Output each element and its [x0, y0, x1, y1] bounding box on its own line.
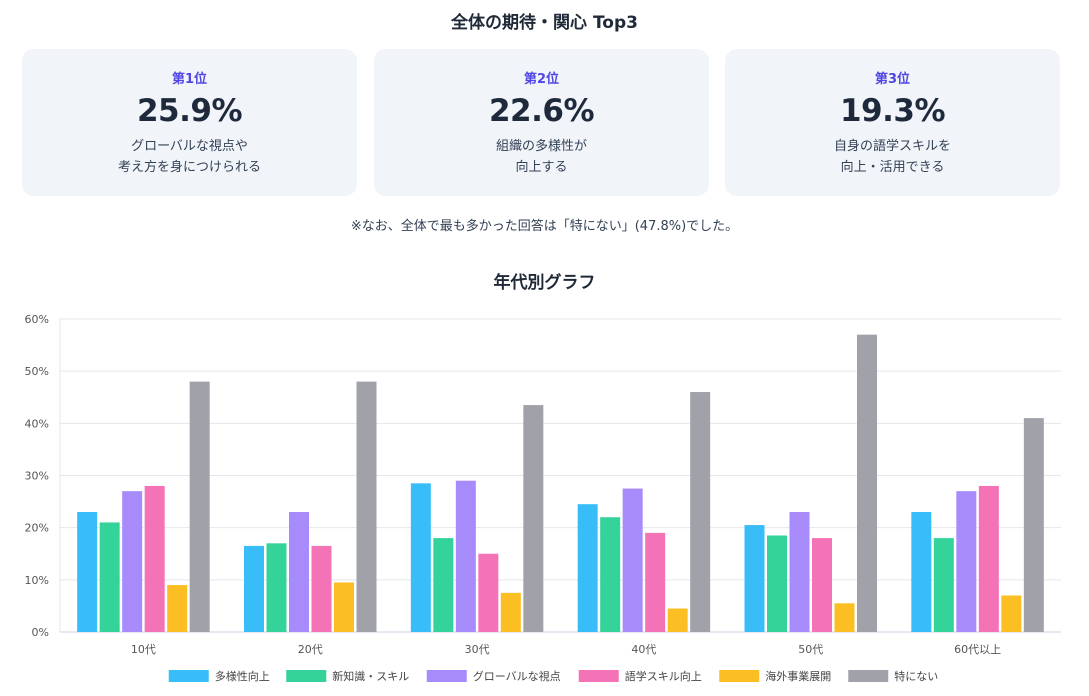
bar: [334, 582, 354, 632]
legend-label: グローバルな視点: [473, 669, 561, 683]
bar: [122, 491, 143, 632]
bar: [600, 517, 621, 632]
y-tick-label: 0%: [32, 626, 49, 639]
legend-label: 多様性向上: [215, 669, 270, 683]
bar: [857, 334, 877, 632]
card-description: 組織の多様性が 向上する: [495, 139, 587, 175]
y-tick-label: 30%: [25, 470, 49, 483]
bar: [244, 545, 264, 632]
bar: [645, 532, 666, 632]
bar: [455, 480, 476, 632]
y-tick-label: 50%: [25, 365, 49, 378]
bar: [834, 603, 855, 632]
bar: [478, 553, 499, 632]
bar: [978, 485, 999, 632]
x-tick-label: 60代以上: [954, 643, 1001, 656]
bar: [144, 485, 165, 632]
bar: [433, 538, 454, 632]
card-rank: 第2位: [523, 72, 560, 87]
legend-label: 特にない: [894, 669, 938, 683]
bar: [812, 538, 832, 632]
legend-label: 新知識・スキル: [332, 669, 409, 683]
summary-note: ※なお、全体で最も多かった回答は「特にない」(47.8%)でした。: [350, 219, 739, 234]
bar: [99, 522, 120, 632]
top3-card-1: 第1位 25.9% グローバルな視点や 考え方を身につけられる: [22, 49, 357, 196]
legend-swatch: [286, 670, 327, 682]
y-tick-label: 20%: [25, 522, 49, 535]
bar: [289, 512, 309, 632]
y-tick-label: 10%: [25, 574, 49, 587]
bar: [744, 525, 765, 632]
x-tick-label: 30代: [465, 643, 490, 656]
card-percent: 22.6%: [488, 93, 595, 129]
bar: [767, 535, 787, 632]
y-tick-label: 40%: [25, 417, 49, 430]
bar: [789, 512, 810, 632]
bar: [356, 381, 377, 632]
card-rank: 第3位: [874, 72, 911, 87]
card-percent: 25.9%: [136, 93, 243, 129]
bar: [1001, 595, 1022, 632]
bar: [667, 608, 688, 632]
bar: [311, 545, 332, 632]
chart-title: 年代別グラフ: [493, 273, 596, 293]
legend-swatch: [168, 670, 209, 682]
legend-swatch: [578, 670, 619, 682]
x-tick-label: 10代: [131, 643, 156, 656]
bar: [933, 538, 954, 632]
legend-label: 海外事業展開: [765, 669, 831, 683]
card-rank: 第1位: [171, 72, 208, 87]
legend-label: 語学スキル向上: [625, 669, 702, 683]
bar: [266, 543, 287, 632]
bar: [690, 392, 711, 632]
bar: [167, 585, 188, 632]
legend-swatch: [719, 670, 760, 682]
bar: [410, 483, 431, 632]
card-percent: 19.3%: [839, 93, 946, 129]
bar: [189, 381, 210, 632]
legend-swatch: [426, 670, 467, 682]
bar: [523, 405, 544, 632]
page-title: 全体の期待・関心 Top3: [451, 13, 638, 33]
bar: [911, 512, 932, 632]
top3-card-2: 第2位 22.6% 組織の多様性が 向上する: [374, 49, 709, 196]
x-tick-label: 40代: [631, 643, 656, 656]
bar: [1023, 418, 1044, 632]
y-tick-label: 60%: [25, 313, 49, 326]
bar: [622, 488, 643, 632]
legend-swatch: [848, 670, 889, 682]
x-tick-label: 20代: [298, 643, 323, 656]
top3-card-3: 第3位 19.3% 自身の語学スキルを 向上・活用できる: [725, 49, 1060, 196]
bar: [577, 504, 598, 632]
bar: [956, 491, 977, 632]
bar: [77, 512, 98, 632]
bar: [500, 592, 521, 632]
card-description: 自身の語学スキルを 向上・活用できる: [833, 139, 951, 175]
card-description: グローバルな視点や 考え方を身につけられる: [117, 139, 261, 175]
x-tick-label: 50代: [798, 643, 823, 656]
